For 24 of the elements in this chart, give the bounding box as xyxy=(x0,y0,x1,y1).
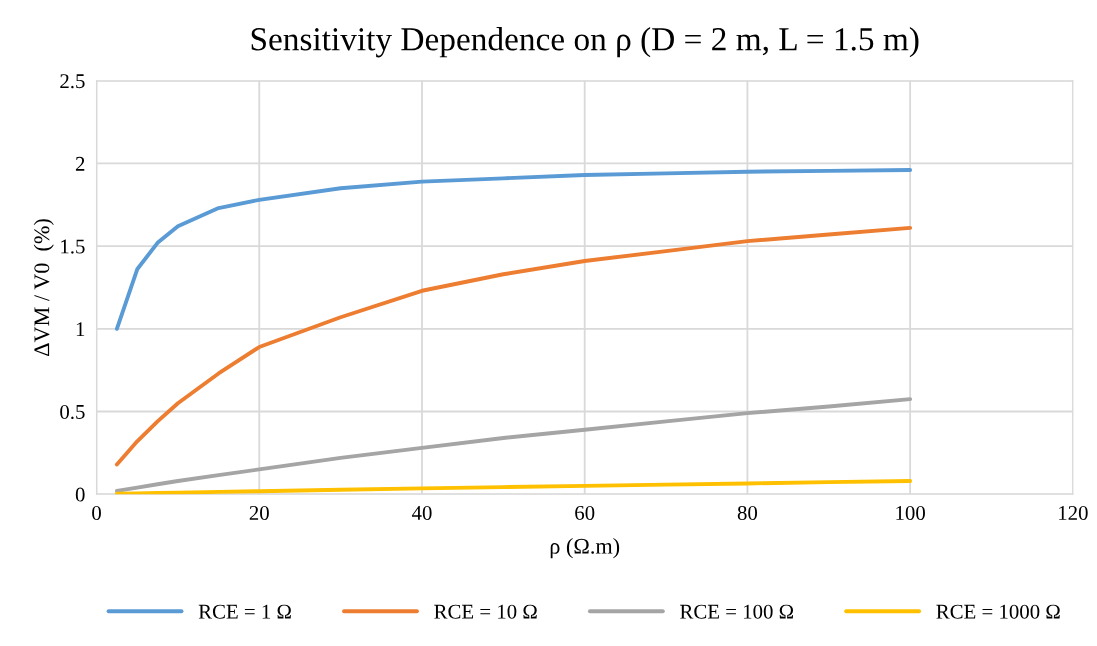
chart-title: Sensitivity Dependence on ρ (D = 2 m, L = 1.5 m) xyxy=(251,27,919,58)
legend-label: RCE = 1000 Ω xyxy=(936,604,1060,619)
legend-label: RCE = 10 Ω xyxy=(434,604,537,619)
x-axis-title: ρ (Ω.m) xyxy=(550,538,620,559)
x-tick-label: 40 xyxy=(411,505,432,520)
x-tick-label: 80 xyxy=(737,505,758,520)
y-tick-label: 1 xyxy=(76,322,85,337)
y-tick-label: 1.5 xyxy=(61,239,85,254)
y-tick-label: 2 xyxy=(75,156,85,171)
x-tick-label: 60 xyxy=(575,505,595,520)
y-tick-label: 0.5 xyxy=(60,404,85,420)
y-tick-label: 2.5 xyxy=(60,74,85,89)
x-tick-label: 120 xyxy=(1059,505,1088,520)
y-axis-title: ΔVM / V0 (%) xyxy=(33,219,54,356)
line-series xyxy=(114,397,913,493)
line-series xyxy=(114,479,913,495)
x-tick-label: 20 xyxy=(249,505,269,520)
x-tick-label: 0 xyxy=(92,505,101,520)
legend-label: RCE = 1 Ω xyxy=(198,604,291,619)
y-tick-label: 0 xyxy=(75,487,85,502)
x-tick-label: 100 xyxy=(896,505,925,520)
line-series xyxy=(114,168,913,331)
legend-label: RCE = 100 Ω xyxy=(680,604,794,619)
line-series xyxy=(114,225,913,467)
